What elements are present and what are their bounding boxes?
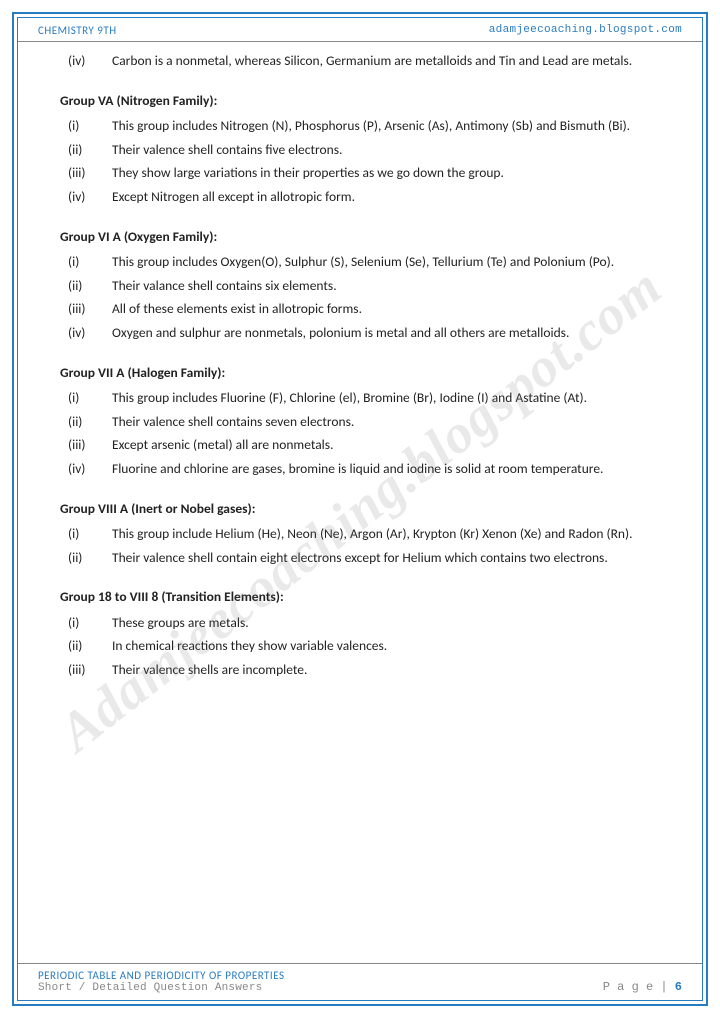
list-item-number: (i) [68,115,112,137]
header-right-url: adamjeecoaching.blogspot.com [489,24,682,37]
list-item-text: All of these elements exist in allotropi… [112,298,662,320]
list-item-text: Their valence shell contain eight electr… [112,547,662,569]
list-item: (i)This group includes Fluorine (F), Chl… [68,387,662,409]
list-item-number: (ii) [68,139,112,161]
list-item-text: Except arsenic (metal) all are nonmetals… [112,434,662,456]
list-item: (iv)Except Nitrogen all except in allotr… [68,186,662,208]
intro-section: (iv) Carbon is a nonmetal, whereas Silic… [68,50,662,72]
list-item-text: Their valence shell contains seven elect… [112,411,662,433]
page-label: P a g e | [603,980,675,994]
list-item-number: (iv) [68,186,112,208]
list-item: (iii)They show large variations in their… [68,162,662,184]
list-item: (i)This group includes Nitrogen (N), Pho… [68,115,662,137]
list-item: (iii)Their valence shells are incomplete… [68,659,662,681]
section-title: Group VIII A (Inert or Nobel gases): [60,498,662,520]
page-content: (iv) Carbon is a nonmetal, whereas Silic… [18,42,702,681]
footer-left: PERIODIC TABLE AND PERIODICITY OF PROPER… [38,969,285,994]
page-header: CHEMISTRY 9TH adamjeecoaching.blogspot.c… [18,18,702,42]
footer-page: P a g e | 6 [603,980,682,994]
content-section: Group 18 to VIII 8 (Transition Elements)… [68,586,662,680]
list-item: (ii)Their valence shell contain eight el… [68,547,662,569]
list-item-text: Their valance shell contains six element… [112,275,662,297]
section-title: Group VA (Nitrogen Family): [60,90,662,112]
list-item-number: (iv) [68,50,112,72]
list-item-text: Fluorine and chlorine are gases, bromine… [112,458,662,480]
list-item-number: (i) [68,251,112,273]
header-left-text: CHEMISTRY 9TH [38,24,117,37]
list-item-number: (i) [68,612,112,634]
list-item-text: Their valence shell contains five electr… [112,139,662,161]
section-title: Group 18 to VIII 8 (Transition Elements)… [60,586,662,608]
list-item-number: (iv) [68,322,112,344]
list-item-text: Except Nitrogen all except in allotropic… [112,186,662,208]
list-item-number: (iii) [68,298,112,320]
list-item: (iv)Oxygen and sulphur are nonmetals, po… [68,322,662,344]
page-inner-border: CHEMISTRY 9TH adamjeecoaching.blogspot.c… [17,17,703,1001]
list-item: (ii)In chemical reactions they show vari… [68,635,662,657]
list-item: (iv) Carbon is a nonmetal, whereas Silic… [68,50,662,72]
list-item-text: Their valence shells are incomplete. [112,659,662,681]
list-item: (ii)Their valence shell contains five el… [68,139,662,161]
list-item: (iii)Except arsenic (metal) all are nonm… [68,434,662,456]
list-item-number: (iii) [68,434,112,456]
list-item-number: (i) [68,387,112,409]
page-footer: PERIODIC TABLE AND PERIODICITY OF PROPER… [18,963,702,1000]
list-item-number: (ii) [68,411,112,433]
list-item-text: Oxygen and sulphur are nonmetals, poloni… [112,322,662,344]
list-item-text: These groups are metals. [112,612,662,634]
content-section: Group VI A (Oxygen Family):(i)This group… [68,226,662,344]
content-section: Group VIII A (Inert or Nobel gases):(i)T… [68,498,662,569]
list-item-text: This group includes Fluorine (F), Chlori… [112,387,662,409]
list-item-text: This group includes Nitrogen (N), Phosph… [112,115,662,137]
section-title: Group VI A (Oxygen Family): [60,226,662,248]
page-outer-border: CHEMISTRY 9TH adamjeecoaching.blogspot.c… [12,12,708,1006]
section-title: Group VII A (Halogen Family): [60,362,662,384]
list-item-number: (ii) [68,547,112,569]
list-item-number: (ii) [68,275,112,297]
list-item: (i)This group include Helium (He), Neon … [68,523,662,545]
list-item-number: (iii) [68,659,112,681]
list-item-text: They show large variations in their prop… [112,162,662,184]
list-item-text: Carbon is a nonmetal, whereas Silicon, G… [112,50,662,72]
list-item: (iii)All of these elements exist in allo… [68,298,662,320]
footer-subtitle: Short / Detailed Question Answers [38,982,285,994]
list-item: (i)This group includes Oxygen(O), Sulphu… [68,251,662,273]
content-section: Group VA (Nitrogen Family):(i)This group… [68,90,662,208]
page-number: 6 [675,980,682,994]
list-item-number: (ii) [68,635,112,657]
content-section: Group VII A (Halogen Family):(i)This gro… [68,362,662,480]
list-item-number: (iii) [68,162,112,184]
list-item-text: This group include Helium (He), Neon (Ne… [112,523,662,545]
list-item: (ii)Their valance shell contains six ele… [68,275,662,297]
list-item: (ii)Their valence shell contains seven e… [68,411,662,433]
list-item: (iv)Fluorine and chlorine are gases, bro… [68,458,662,480]
footer-title: PERIODIC TABLE AND PERIODICITY OF PROPER… [38,969,285,982]
list-item-text: In chemical reactions they show variable… [112,635,662,657]
list-item: (i)These groups are metals. [68,612,662,634]
list-item-text: This group includes Oxygen(O), Sulphur (… [112,251,662,273]
list-item-number: (iv) [68,458,112,480]
list-item-number: (i) [68,523,112,545]
